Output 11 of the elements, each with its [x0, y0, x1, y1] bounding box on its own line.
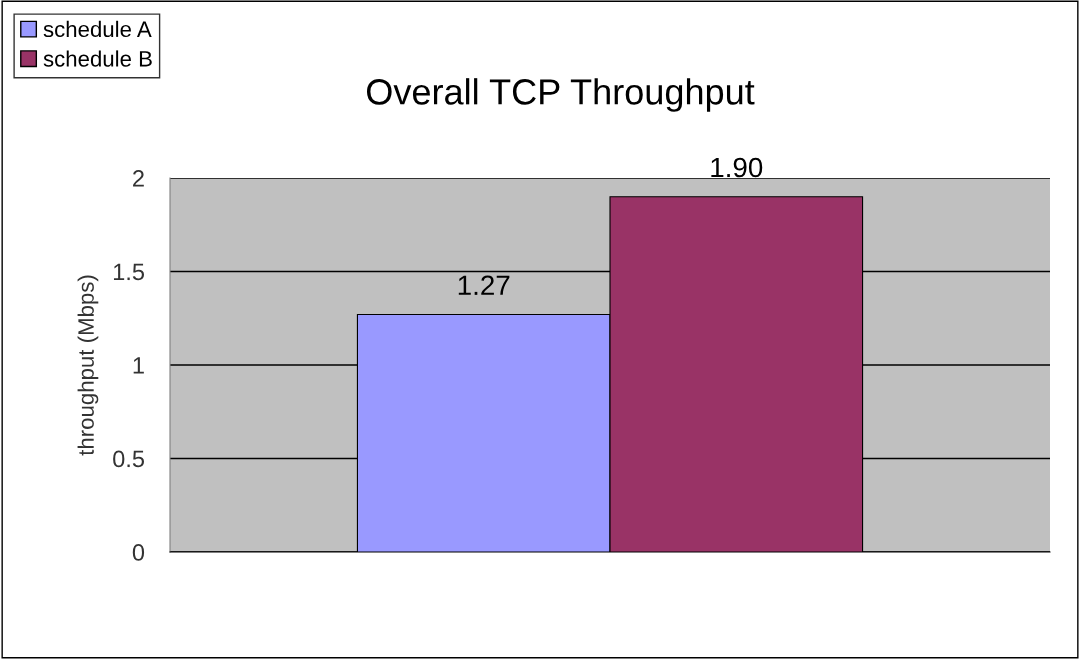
y-tick-label: 0.5 — [113, 450, 145, 468]
y-tick-label: 2 — [133, 170, 144, 187]
y-tick-label: 1 — [133, 357, 144, 374]
legend-label: schedule B — [43, 50, 152, 67]
y-axis-title: throughput (Mbps) — [77, 275, 99, 456]
y-tick-label: 0 — [132, 544, 145, 561]
chart-title: Overall TCP Throughput — [366, 78, 755, 112]
data-label: 1.27 — [458, 275, 510, 295]
y-tick-label: 1.5 — [113, 263, 145, 281]
data-label: 1.90 — [711, 157, 763, 178]
legend-label: schedule A — [43, 20, 152, 38]
